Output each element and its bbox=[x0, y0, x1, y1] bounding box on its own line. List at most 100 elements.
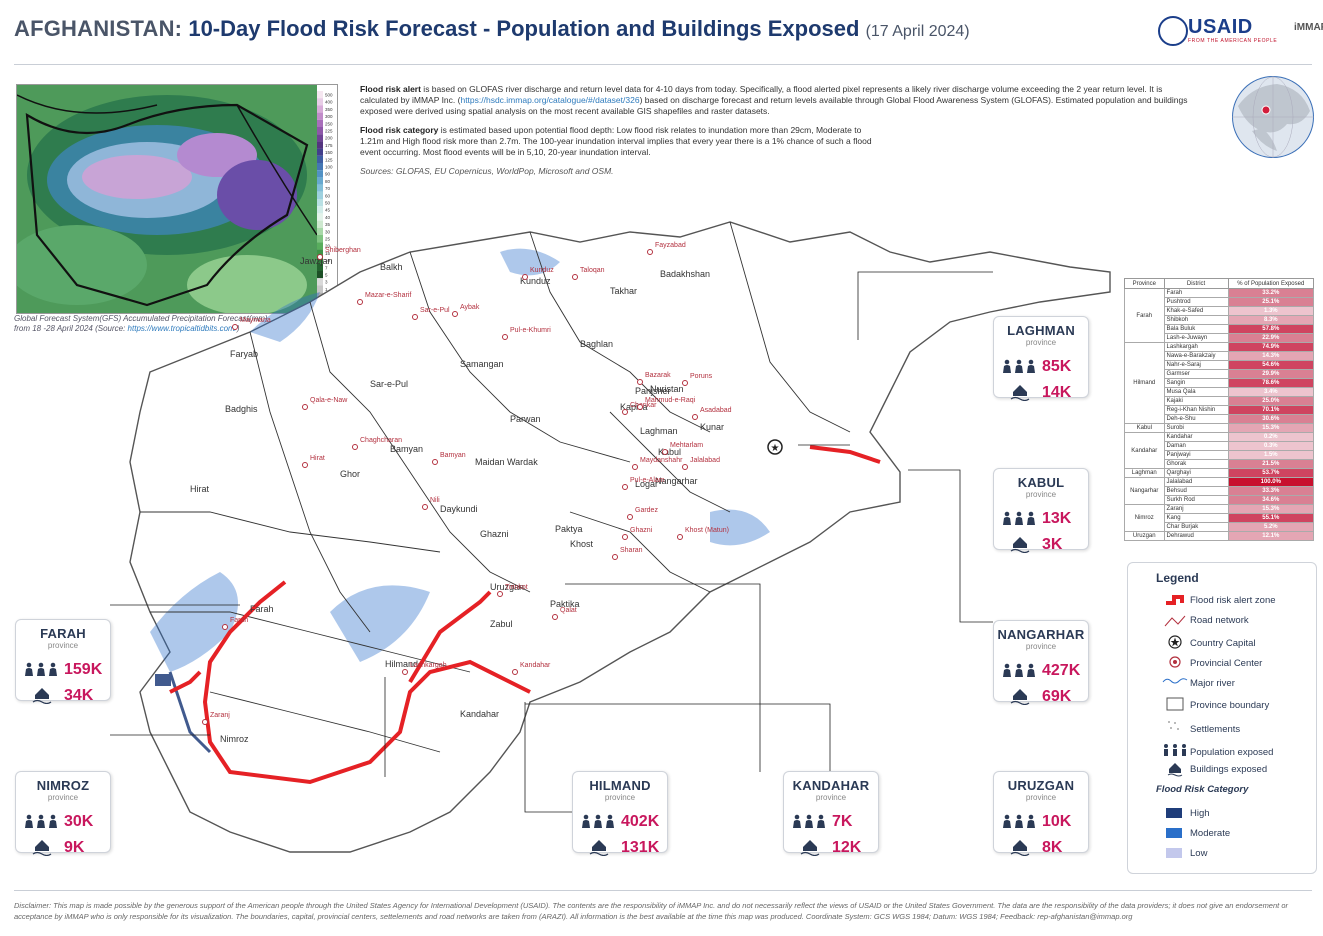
risk-moderate-swatch bbox=[1166, 828, 1182, 838]
scale-label: 225 bbox=[325, 129, 333, 134]
table-cell-percent: 74.9% bbox=[1227, 342, 1315, 352]
province-label: Hilmand bbox=[385, 659, 418, 669]
country-outline bbox=[129, 221, 1111, 853]
provincial-center-marker bbox=[402, 669, 408, 675]
table-cell-district: Lash-e-Juwayn bbox=[1163, 333, 1229, 343]
table-cell-percent: 0.3% bbox=[1227, 441, 1315, 451]
table-cell-province: Hilmand bbox=[1124, 342, 1165, 424]
scale-swatch bbox=[317, 199, 323, 207]
provincial-center-label: Khost (Matun) bbox=[685, 527, 729, 534]
scale-swatch bbox=[317, 148, 323, 156]
provincial-center-label: Qalat bbox=[560, 607, 577, 614]
table-cell-district: Daman bbox=[1163, 441, 1229, 451]
scale-label: 50 bbox=[325, 201, 331, 206]
provincial-center-label: Mehtarlam bbox=[670, 442, 703, 449]
scale-swatch bbox=[317, 220, 323, 228]
callout-lines bbox=[110, 271, 993, 813]
table-cell-province: Nangarhar bbox=[1124, 477, 1165, 505]
population-exposed-icon bbox=[582, 814, 614, 828]
provincial-center-label: Farah bbox=[230, 617, 248, 624]
inset-source-link[interactable]: https://www.tropicaltidbits.com/ bbox=[127, 324, 237, 333]
table-cell-percent: 15.3% bbox=[1227, 423, 1315, 433]
provincial-center-label: Sar-e-Pul bbox=[420, 307, 450, 314]
card-province-name: NANGARHAR bbox=[997, 627, 1085, 642]
card-kandahar: KANDAHAR province 7K 12K bbox=[783, 771, 879, 857]
scale-label: 25 bbox=[325, 237, 331, 242]
provincial-center-marker bbox=[622, 409, 628, 415]
provincial-center-marker bbox=[317, 254, 323, 260]
provincial-center-marker bbox=[637, 379, 643, 385]
province-boundary-icon bbox=[1166, 697, 1184, 711]
card-population-value: 402K bbox=[621, 813, 660, 830]
scale-label: 300 bbox=[325, 114, 333, 119]
card-nimroz: NIMROZ province 30K 9K bbox=[15, 771, 111, 857]
card-province-name: URUZGAN bbox=[1007, 778, 1075, 793]
table-cell-district: Kang bbox=[1163, 513, 1229, 523]
provincial-center-marker bbox=[632, 464, 638, 470]
dataset-link[interactable]: https://hsdc.immap.org/catalogue/#/datas… bbox=[460, 95, 640, 105]
card-province-sub: province bbox=[1025, 490, 1057, 499]
table-cell-percent: 5.2% bbox=[1227, 522, 1315, 532]
scale-label: 90 bbox=[325, 172, 331, 177]
province-label: Kunar bbox=[700, 422, 724, 432]
provincial-center-marker bbox=[302, 462, 308, 468]
table-cell-district: Behsud bbox=[1163, 486, 1229, 496]
card-buildings-value: 8K bbox=[1042, 839, 1063, 856]
legend-category-high: High bbox=[1190, 808, 1210, 819]
province-boundaries bbox=[140, 221, 851, 753]
scale-label: 500 bbox=[325, 93, 333, 98]
provincial-center-marker bbox=[232, 324, 238, 330]
legend-category-low: Low bbox=[1190, 848, 1208, 859]
table-row: Kabul Surobi 15.3% bbox=[1124, 423, 1315, 433]
legend-item-buildings: Buildings exposed bbox=[1190, 764, 1268, 775]
provincial-center-marker bbox=[202, 719, 208, 725]
country-capital-icon bbox=[1168, 635, 1182, 649]
provincial-center-label: Gardez bbox=[635, 507, 658, 514]
table-row: Hilmand Lashkargah 74.9% bbox=[1124, 342, 1315, 424]
table-cell-province: Uruzgan bbox=[1124, 531, 1165, 541]
table-cell-percent: 34.6% bbox=[1227, 495, 1315, 505]
provincial-center-marker bbox=[512, 669, 518, 675]
province-label: Logar bbox=[635, 479, 658, 489]
title-main: 10-Day Flood Risk Forecast - Population … bbox=[188, 16, 860, 41]
table-cell-district: Reg-i-Khan Nishin bbox=[1163, 405, 1229, 415]
scale-swatch bbox=[317, 155, 323, 163]
table-cell-district: Deh-e-Shu bbox=[1163, 414, 1229, 424]
provincial-center-label: Maydanshahr bbox=[640, 457, 683, 464]
provincial-center-marker bbox=[637, 404, 643, 410]
scale-swatch bbox=[317, 242, 323, 250]
major-river-icon bbox=[1162, 678, 1188, 684]
scale-swatch bbox=[317, 163, 323, 171]
card-buildings-value: 3K bbox=[1042, 536, 1063, 553]
scale-swatch bbox=[317, 256, 323, 264]
province-label: Bamyan bbox=[390, 444, 423, 454]
scale-label: 45 bbox=[325, 208, 331, 213]
provincial-center-label: Bazarak bbox=[645, 372, 671, 379]
table-cell-district: Garmser bbox=[1163, 369, 1229, 379]
scale-label: 400 bbox=[325, 100, 333, 105]
provincial-center-label: Aybak bbox=[460, 304, 480, 311]
card-kabul: KABUL province 13K 3K bbox=[993, 468, 1089, 554]
legend-item-provincial-center: Provincial Center bbox=[1190, 658, 1263, 669]
flood-alert-term: Flood risk alert bbox=[360, 84, 421, 94]
table-cell-percent: 55.1% bbox=[1227, 513, 1315, 523]
province-label: Laghman bbox=[640, 426, 678, 436]
province-label: Kunduz bbox=[520, 276, 551, 286]
legend-category-title: Flood Risk Category bbox=[1156, 784, 1249, 795]
provincial-center-marker bbox=[647, 249, 653, 255]
scale-label: 35 bbox=[325, 222, 331, 227]
scale-label: 350 bbox=[325, 107, 333, 112]
provincial-center-marker bbox=[222, 624, 228, 630]
buildings-exposed-icon bbox=[32, 688, 52, 705]
provincial-center-label: Ghazni bbox=[630, 527, 653, 534]
table-row: Farah Farah 33.2% bbox=[1124, 288, 1315, 343]
table-cell-percent: 22.9% bbox=[1227, 333, 1315, 343]
table-row: Nangarhar Jalalabad 100.0% bbox=[1124, 477, 1315, 505]
province-label: Paktika bbox=[550, 599, 580, 609]
table-cell-district: Nawa-e-Barakzaiy bbox=[1163, 351, 1229, 361]
inset-caption-line2: from 18 -28 April 2024 (Source: https://… bbox=[14, 324, 344, 334]
scale-label: 60 bbox=[325, 193, 331, 198]
scale-label: 3 bbox=[325, 280, 328, 285]
province-label: Kapisa bbox=[620, 402, 648, 412]
table-cell-percent: 100.0% bbox=[1227, 477, 1315, 487]
